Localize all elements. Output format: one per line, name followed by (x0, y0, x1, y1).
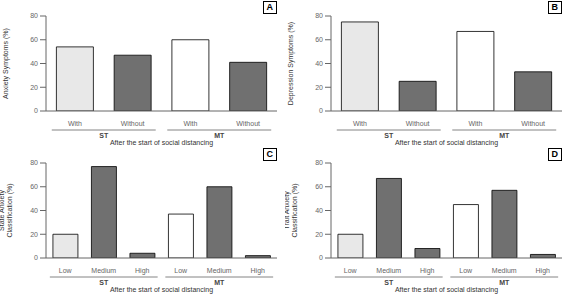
svg-text:With: With (183, 120, 197, 127)
svg-text:After the start of social dist: After the start of social distancing (110, 286, 213, 294)
svg-text:0: 0 (34, 254, 38, 261)
html-text:C: C (266, 149, 273, 159)
svg-text:High: High (420, 267, 435, 275)
svg-text:Low: Low (459, 267, 473, 274)
svg-text:MT: MT (499, 279, 510, 286)
svg-text:60: 60 (315, 36, 323, 43)
svg-text:0: 0 (34, 107, 38, 114)
svg-text:0: 0 (319, 254, 323, 261)
svg-text:High: High (251, 267, 266, 275)
svg-text:MT: MT (214, 132, 225, 139)
svg-text:High: High (536, 267, 551, 275)
svg-text:Medium: Medium (207, 267, 232, 274)
svg-text:Without: Without (236, 120, 260, 127)
svg-text:80: 80 (30, 12, 38, 19)
svg-text:0: 0 (319, 107, 323, 114)
svg-text:After the start of social dist: After the start of social distancing (110, 139, 213, 147)
html-text:B: B (551, 2, 558, 12)
svg-text:20: 20 (315, 84, 323, 91)
svg-text:60: 60 (30, 36, 38, 43)
svg-text:Low: Low (59, 267, 73, 274)
svg-text:80: 80 (315, 12, 323, 19)
svg-text:Depression Symptoms (%): Depression Symptoms (%) (287, 22, 295, 105)
svg-text:Medium: Medium (91, 267, 116, 274)
svg-text:With: With (68, 120, 82, 127)
svg-text:ST: ST (99, 132, 109, 139)
svg-text:High: High (135, 267, 150, 275)
svg-text:Without: Without (406, 120, 430, 127)
svg-text:40: 40 (30, 60, 38, 67)
html-text:D: D (551, 149, 558, 159)
svg-text:ST: ST (384, 132, 394, 139)
svg-text:With: With (353, 120, 367, 127)
svg-text:MT: MT (499, 132, 510, 139)
svg-text:40: 40 (315, 60, 323, 67)
svg-text:After the start of social dist: After the start of social distancing (395, 286, 498, 294)
html-text:A: A (266, 2, 273, 12)
svg-text:40: 40 (315, 207, 323, 214)
svg-text:20: 20 (30, 84, 38, 91)
svg-text:80: 80 (315, 159, 323, 166)
svg-text:20: 20 (30, 231, 38, 238)
svg-text:40: 40 (30, 207, 38, 214)
svg-text:Low: Low (174, 267, 188, 274)
svg-text:ST: ST (384, 279, 394, 286)
svg-text:60: 60 (30, 183, 38, 190)
svg-text:Medium: Medium (376, 267, 401, 274)
svg-text:After the start of social dist: After the start of social distancing (395, 139, 498, 147)
svg-text:ST: ST (99, 279, 109, 286)
svg-text:60: 60 (315, 183, 323, 190)
svg-text:Trait AnxietyClassification (%: Trait AnxietyClassification (%) (285, 183, 299, 237)
svg-text:Without: Without (521, 120, 545, 127)
svg-text:Anxiety Symptoms (%): Anxiety Symptoms (%) (8, 28, 10, 99)
svg-text:With: With (468, 120, 482, 127)
svg-text:State AnxietyClassification (%: State AnxietyClassification (%) (8, 183, 14, 237)
svg-text:Without: Without (121, 120, 145, 127)
svg-text:MT: MT (214, 279, 225, 286)
svg-text:80: 80 (30, 159, 38, 166)
svg-text:20: 20 (315, 231, 323, 238)
svg-text:Low: Low (344, 267, 358, 274)
svg-text:Medium: Medium (492, 267, 517, 274)
